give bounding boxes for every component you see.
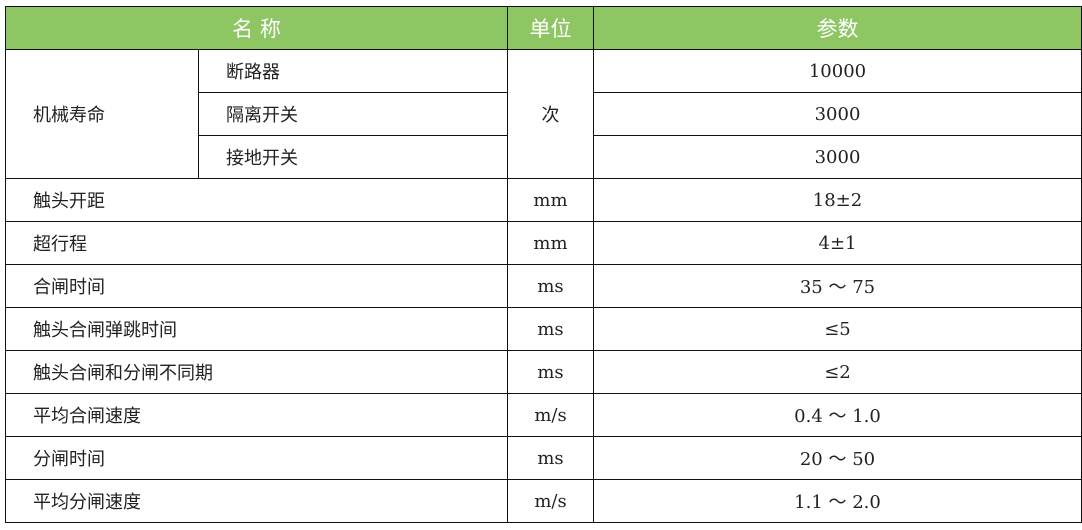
row-value: 4±1 [593,221,1082,265]
row-name: 触头合闸和分闸不同期 [5,350,508,394]
row-unit: ms [507,350,594,394]
row-unit: mm [507,178,594,222]
table-row: 触头合闸和分闸不同期 ms ≤2 [5,350,1082,394]
row-name: 分闸时间 [5,436,508,480]
life-item-name: 断路器 [198,49,508,93]
row-unit: m/s [507,393,594,437]
row-name: 超行程 [5,221,508,265]
row-value: 35 ～ 75 [593,264,1082,308]
row-unit: m/s [507,479,594,523]
row-value: ≤5 [593,307,1082,351]
row-name: 平均分闸速度 [5,479,508,523]
row-unit: ms [507,307,594,351]
row-value: 18±2 [593,178,1082,222]
header-param: 参数 [593,6,1082,50]
table-row: 分闸时间 ms 20 ～ 50 [5,436,1082,480]
life-item-value: 3000 [593,92,1082,136]
row-value: 20 ～ 50 [593,436,1082,480]
row-value: 0.4 ～ 1.0 [593,393,1082,437]
life-item-value: 3000 [593,135,1082,179]
table-row: 触头合闸弹跳时间 ms ≤5 [5,307,1082,351]
life-item-name: 接地开关 [198,135,508,179]
life-unit: 次 [507,49,594,179]
table-row: 合闸时间 ms 35 ～ 75 [5,264,1082,308]
life-item-value: 10000 [593,49,1082,93]
header-row: 名 称 单位 参数 [5,6,1082,50]
table-row: 隔离开关 3000 [6,92,1082,136]
header-name: 名 称 [5,6,508,50]
table-row: 机械寿命 断路器 次 10000 [5,49,1082,179]
row-name: 合闸时间 [5,264,508,308]
row-name: 触头开距 [5,178,508,222]
life-label: 机械寿命 [5,49,199,179]
table-row: 超行程 mm 4±1 [5,221,1082,265]
row-unit: ms [507,436,594,480]
header-unit: 单位 [507,6,594,50]
table-row: 平均合闸速度 m/s 0.4 ～ 1.0 [5,393,1082,437]
row-value: 1.1 ～ 2.0 [593,479,1082,523]
life-item-name: 隔离开关 [198,92,508,136]
table-row: 平均分闸速度 m/s 1.1 ～ 2.0 [5,479,1082,523]
row-unit: ms [507,264,594,308]
table-row: 触头开距 mm 18±2 [5,178,1082,222]
table-row: 接地开关 3000 [6,135,1082,179]
row-name: 触头合闸弹跳时间 [5,307,508,351]
parameter-table: 名 称 单位 参数 机械寿命 断路器 次 10000 隔离开关 3000 接地开… [5,6,1082,523]
row-value: ≤2 [593,350,1082,394]
row-unit: mm [507,221,594,265]
row-name: 平均合闸速度 [5,393,508,437]
